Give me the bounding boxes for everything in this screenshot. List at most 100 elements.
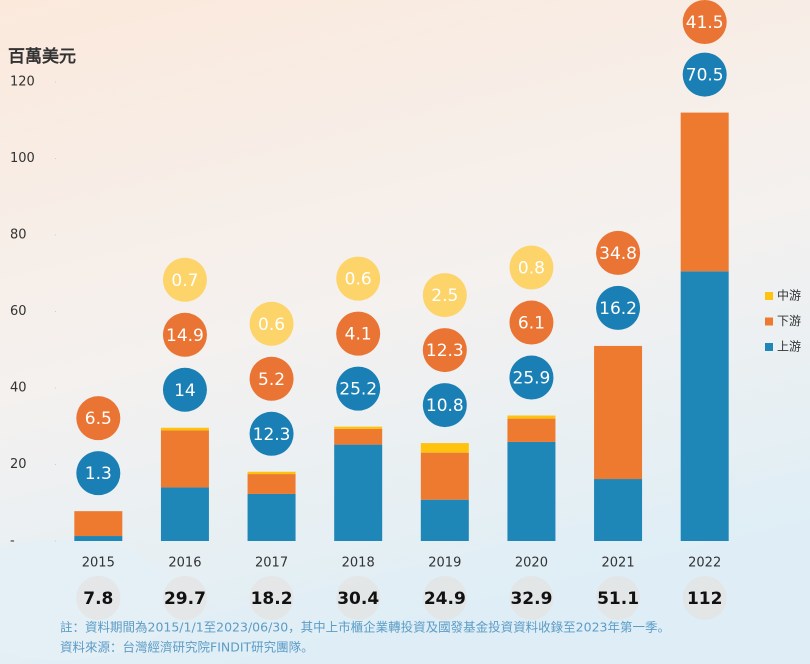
total-label: 24.9 [424, 589, 466, 609]
bar-segment [247, 493, 296, 541]
legend-label: 下游 [777, 314, 801, 328]
value-label: 0.6 [345, 270, 372, 290]
label-bubble [596, 230, 641, 275]
total-label: 30.4 [337, 589, 379, 609]
value-label: 12.3 [253, 425, 291, 445]
y-tick-label: 60 [10, 304, 27, 319]
value-label: 70.5 [686, 66, 724, 86]
value-label: 2.5 [431, 286, 458, 306]
value-label: 5.2 [258, 370, 285, 390]
y-tick-label: - [10, 534, 15, 549]
total-label: 18.2 [251, 589, 293, 609]
bar-segment [334, 444, 383, 541]
value-label: 1.3 [85, 464, 112, 484]
y-tick-label: 20 [10, 457, 27, 472]
x-tick-label: 2015 [82, 556, 115, 571]
total-bubble [76, 576, 121, 620]
x-tick-label: 2022 [688, 556, 721, 571]
label-bubble [76, 396, 121, 441]
legend-swatch [765, 343, 773, 351]
bar-segment [247, 471, 296, 475]
value-label: 14.9 [166, 326, 204, 346]
value-label: 25.2 [339, 380, 377, 400]
bar-segment [160, 427, 209, 431]
bar-segment [680, 112, 729, 272]
label-bubble [162, 312, 207, 357]
total-bubble [682, 576, 727, 620]
value-label: 6.1 [518, 314, 545, 334]
bar-segment [334, 428, 383, 445]
total-bubble [162, 576, 207, 620]
bar-segment [74, 536, 123, 541]
x-tick-label: 2018 [342, 556, 375, 571]
value-label: 10.8 [426, 396, 464, 416]
unit-label: 百萬美元 [8, 46, 76, 67]
label-bubble [509, 300, 554, 345]
legend-swatch [765, 317, 773, 326]
label-bubble [422, 383, 467, 428]
bar-segment [160, 430, 209, 488]
label-bubble [422, 328, 467, 373]
total-label: 112 [687, 589, 723, 609]
total-bubble [422, 576, 467, 620]
label-bubble [336, 311, 381, 356]
total-label: 7.8 [83, 589, 113, 609]
value-label: 14 [174, 381, 196, 401]
total-label: 51.1 [597, 589, 639, 609]
value-label: 16.2 [599, 299, 637, 319]
bar-segment [680, 271, 729, 541]
value-label: 41.5 [686, 13, 724, 33]
legend-swatch [765, 292, 773, 300]
label-bubble [162, 367, 207, 412]
value-label: 12.3 [426, 341, 464, 361]
total-label: 32.9 [510, 589, 552, 609]
bar-segment [507, 418, 556, 442]
value-label: 6.5 [85, 409, 112, 429]
x-tick-label: 2020 [515, 556, 548, 571]
total-bubble [249, 576, 294, 620]
bar-segment [420, 499, 469, 541]
label-bubble [249, 356, 294, 401]
label-bubble [509, 245, 554, 290]
x-tick-label: 2016 [168, 556, 201, 571]
bar-segment [507, 441, 556, 541]
x-tick-label: 2019 [428, 556, 461, 571]
note: 註：資料期間為2015/1/1至2023/06/30，其中上市櫃企業轉投資及國發… [60, 620, 670, 635]
total-bubble [336, 576, 381, 620]
value-label: 25.9 [513, 369, 551, 389]
bar-segment [507, 415, 556, 419]
bar-segment [160, 487, 209, 541]
label-bubble [509, 355, 554, 400]
bar-segment [74, 511, 123, 537]
label-bubble [249, 301, 294, 346]
legend-label: 中游 [777, 288, 801, 303]
bar-segment [594, 345, 643, 480]
label-bubble [682, 52, 727, 97]
value-label: 0.6 [258, 315, 285, 335]
label-bubble [162, 257, 207, 302]
label-bubble [682, 0, 727, 44]
label-bubble [76, 451, 121, 496]
total-bubble [509, 576, 554, 620]
value-label: 4.1 [345, 325, 372, 345]
total-bubble [596, 576, 641, 620]
x-tick-label: 2017 [255, 556, 288, 571]
label-bubble [422, 273, 467, 318]
label-bubble [336, 366, 381, 411]
bar-segment [420, 443, 469, 453]
label-bubble [336, 256, 381, 301]
note: 資料來源：台灣經濟研究院FINDIT研究團隊。 [60, 640, 314, 655]
y-tick-label: 40 [10, 381, 27, 396]
bar-segment [420, 452, 469, 500]
label-bubble [596, 285, 641, 330]
x-tick-label: 2021 [602, 556, 635, 571]
value-label: 0.8 [518, 259, 545, 279]
value-label: 0.7 [171, 271, 198, 291]
bar-segment [334, 426, 383, 429]
legend-label: 上游 [777, 340, 801, 354]
bar-segment [594, 479, 643, 541]
value-label: 34.8 [599, 244, 637, 264]
label-bubble [249, 411, 294, 456]
total-label: 29.7 [164, 589, 206, 609]
